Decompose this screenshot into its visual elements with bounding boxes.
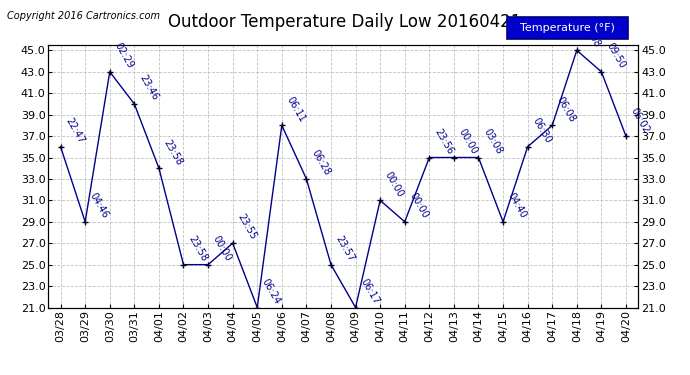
Text: Temperature (°F): Temperature (°F)	[520, 23, 615, 33]
Text: 06:24: 06:24	[260, 277, 283, 306]
Text: Outdoor Temperature Daily Low 20160421: Outdoor Temperature Daily Low 20160421	[168, 13, 522, 31]
Text: 03:08: 03:08	[481, 127, 504, 156]
Text: 00:00: 00:00	[457, 127, 479, 156]
Text: 06:28: 06:28	[309, 148, 332, 177]
Text: 23:57: 23:57	[334, 234, 357, 263]
Text: 06:08: 06:08	[555, 95, 578, 124]
Text: 00:00: 00:00	[211, 234, 233, 263]
Text: 06:11: 06:11	[284, 95, 307, 124]
Text: 06:17: 06:17	[358, 277, 381, 306]
Text: 00:00: 00:00	[383, 170, 406, 199]
Text: 00:00: 00:00	[408, 191, 430, 220]
Text: 02:29: 02:29	[112, 41, 135, 70]
Text: 04:46: 04:46	[88, 191, 110, 220]
Text: 06:02: 06:02	[629, 105, 651, 135]
Text: 09:50: 09:50	[604, 41, 627, 70]
Text: 06:08: 06:08	[580, 20, 602, 49]
Text: 23:58: 23:58	[186, 234, 209, 263]
Text: 23:58: 23:58	[161, 138, 184, 167]
Text: 22:47: 22:47	[63, 116, 86, 146]
Text: 06:30: 06:30	[531, 116, 553, 146]
Text: 23:55: 23:55	[235, 213, 258, 242]
Text: 04:40: 04:40	[506, 191, 529, 220]
Text: 23:56: 23:56	[432, 127, 455, 156]
Text: 23:46: 23:46	[137, 74, 159, 102]
Text: Copyright 2016 Cartronics.com: Copyright 2016 Cartronics.com	[7, 11, 160, 21]
